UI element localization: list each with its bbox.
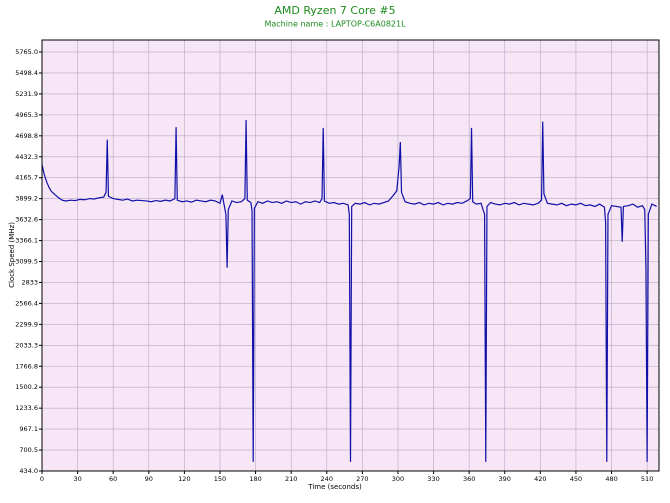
x-tick-label: 330	[427, 475, 439, 483]
x-tick-label: 390	[499, 475, 511, 483]
chart-title: AMD Ryzen 7 Core #5	[274, 4, 395, 17]
x-tick-label: 300	[392, 475, 404, 483]
x-tick-label: 60	[109, 475, 117, 483]
x-tick-label: 0	[40, 475, 44, 483]
x-tick-label: 240	[321, 475, 333, 483]
x-tick-label: 360	[463, 475, 475, 483]
data-line	[41, 120, 657, 462]
x-tick-label: 30	[73, 475, 81, 483]
y-tick-label: 2033.3	[15, 341, 38, 349]
y-tick-label: 4698.8	[15, 132, 38, 140]
y-tick-label: 3632.6	[15, 216, 38, 224]
y-tick-label: 3899.2	[15, 195, 38, 203]
y-tick-label: 4965.3	[15, 111, 38, 119]
x-tick-label: 150	[214, 475, 226, 483]
y-tick-label: 1766.8	[15, 362, 38, 370]
y-tick-label: 3099.5	[15, 258, 38, 266]
y-tick-label: 434.0	[19, 467, 38, 475]
y-tick-label: 1500.2	[15, 383, 38, 391]
x-tick-label: 420	[534, 475, 546, 483]
y-tick-label: 2299.9	[15, 320, 38, 328]
x-tick-label: 450	[570, 475, 582, 483]
y-tick-label: 5231.9	[15, 90, 38, 98]
x-tick-label: 180	[249, 475, 261, 483]
y-tick-label: 5498.4	[15, 69, 38, 77]
x-tick-label: 120	[178, 475, 190, 483]
y-tick-label: 1233.6	[15, 404, 38, 412]
x-tick-label: 210	[285, 475, 297, 483]
plot-border	[41, 39, 660, 472]
x-tick-label: 90	[145, 475, 153, 483]
y-axis-label: Clock Speed (MHz)	[8, 222, 16, 288]
y-tick-label: 967.1	[19, 425, 38, 433]
y-tick-label: 700.5	[19, 446, 38, 454]
y-tick-label: 3366.1	[15, 237, 38, 245]
x-tick-label: 270	[356, 475, 368, 483]
y-tick-label: 4165.7	[15, 174, 38, 182]
x-tick-label: 480	[605, 475, 617, 483]
x-axis-label: Time (seconds)	[307, 483, 362, 491]
y-tick-label: 2833	[21, 278, 38, 286]
y-tick-label: 5765.0	[15, 48, 38, 56]
x-tick-label: 510	[641, 475, 653, 483]
y-tick-label: 4432.3	[15, 153, 38, 161]
y-tick-label: 2566.4	[15, 299, 38, 307]
chart-subtitle: Machine name : LAPTOP-C6A0821L	[264, 20, 406, 29]
